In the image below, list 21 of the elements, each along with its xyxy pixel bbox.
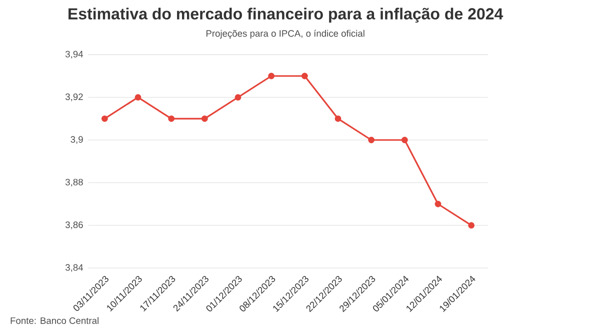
point	[168, 115, 175, 122]
y-tick-label: 3,84	[65, 264, 84, 272]
point	[234, 94, 242, 101]
point	[334, 115, 342, 122]
point	[201, 115, 208, 122]
point	[401, 136, 408, 144]
y-tick-label: 3,92	[65, 93, 83, 102]
chart-subtitle: Projeções para o IPCA, o índice oficial	[206, 30, 364, 39]
point	[368, 136, 375, 144]
point	[101, 115, 108, 122]
point	[134, 94, 142, 101]
source-note: Fonte: Banco Central	[10, 317, 98, 324]
point	[468, 222, 475, 229]
point	[434, 200, 442, 208]
point	[301, 72, 308, 80]
point	[268, 72, 275, 80]
y-tick-label: 3,86	[65, 221, 83, 230]
y-tick-label: 3,9	[70, 136, 83, 144]
y-tick-label: 3,88	[65, 178, 83, 187]
y-tick-label: 3,94	[65, 50, 84, 59]
chart-title: Estimativa do mercado financeiro para a inflação de 2024	[68, 8, 504, 23]
